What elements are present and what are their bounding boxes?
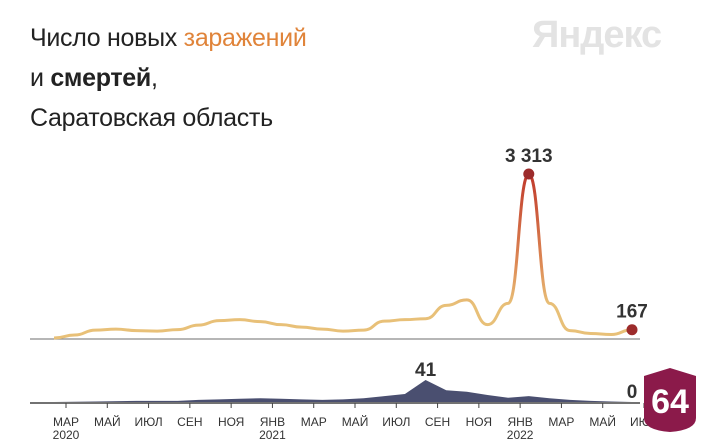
- infections-annotation-1: 167: [616, 302, 648, 323]
- x-tick-label-2: ИЮЛ: [135, 415, 163, 429]
- x-tick-label-3: СЕН: [177, 415, 202, 429]
- title-comma: ,: [150, 64, 158, 92]
- x-tick-label-11: ЯНВ: [507, 415, 532, 429]
- x-tick-label-10: НОЯ: [466, 415, 492, 429]
- deaths-annotation-1: 0: [627, 382, 638, 403]
- chart-title: Число новых заражений и смертей, Саратов…: [30, 18, 307, 138]
- title-line-1: Число новых заражений: [30, 18, 307, 58]
- infections-marker-1: [626, 324, 638, 336]
- x-tick-label-4: НОЯ: [218, 415, 244, 429]
- x-tick-label-8: ИЮЛ: [382, 415, 410, 429]
- infections-series-line: [53, 172, 633, 340]
- title-prefix: Число новых: [30, 24, 184, 52]
- x-tick-label-0: МАР: [53, 415, 79, 429]
- x-tick-label-5: ЯНВ: [260, 415, 285, 429]
- yandex-logo: Яндекс: [532, 14, 662, 56]
- x-tick-year-11: 2022: [507, 428, 534, 440]
- x-tick-label-12: МАР: [548, 415, 574, 429]
- title-deaths-word: смертей: [50, 64, 151, 92]
- title-line-2: и смертей,: [30, 58, 307, 98]
- x-tick-label-7: МАЙ: [342, 414, 369, 429]
- title-infections-word: заражений: [183, 24, 307, 52]
- x-tick-year-0: 2020: [53, 428, 80, 440]
- deaths-annotation-0: 41: [415, 360, 437, 381]
- x-tick-label-1: МАЙ: [94, 414, 121, 429]
- badge-shape: [644, 368, 696, 432]
- infections-annotation-0: 3 313: [505, 146, 553, 167]
- x-tick-label-13: МАЙ: [589, 414, 616, 429]
- deaths-series-area: [54, 380, 632, 402]
- infections-marker-0: [523, 168, 535, 180]
- title-and: и: [30, 64, 51, 92]
- badge-number: 64: [651, 383, 689, 421]
- x-tick-label-6: МАР: [301, 415, 327, 429]
- title-line-3: Саратовская область: [30, 104, 273, 132]
- x-tick-year-5: 2021: [259, 428, 286, 440]
- x-tick-label-9: СЕН: [425, 415, 450, 429]
- region-badge: 64: [644, 368, 696, 432]
